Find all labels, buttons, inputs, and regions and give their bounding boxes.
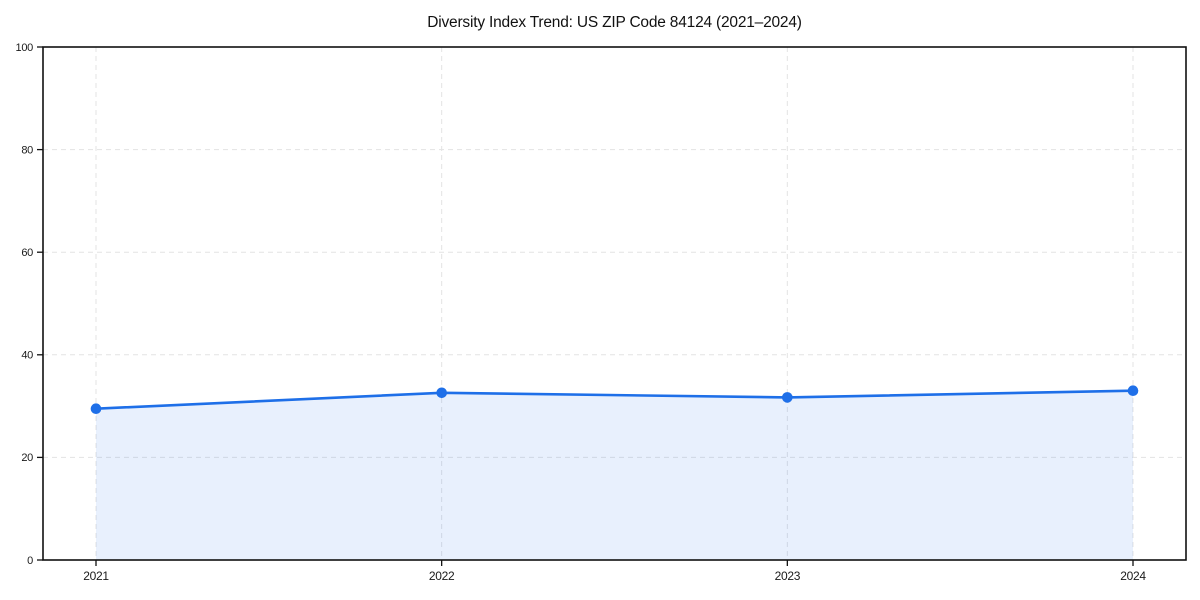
x-tick-label: 2023: [775, 569, 801, 583]
trend-line: [94, 389, 1135, 410]
y-tick-label: 20: [21, 452, 33, 464]
plot-border: [42, 46, 1187, 561]
y-tick-label: 100: [16, 42, 34, 54]
gridlines: [43, 47, 1186, 560]
axis-ticks: [37, 46, 1134, 566]
data-point-marker: [436, 387, 448, 399]
x-tick-label: 2022: [429, 569, 455, 583]
data-point-marker: [90, 403, 102, 415]
x-tick-label: 2021: [83, 569, 109, 583]
x-tick-label: 2024: [1120, 569, 1146, 583]
data-point-marker: [782, 392, 793, 403]
y-tick-label: 0: [27, 555, 33, 567]
chart-title: Diversity Index Trend: US ZIP Code 84124…: [427, 14, 802, 31]
data-point-marker: [1127, 385, 1139, 397]
x-axis-labels: 2021 2022 2023 2024: [83, 569, 1146, 583]
y-tick-label: 60: [21, 247, 33, 259]
area-fill: [96, 390, 1133, 560]
y-axis-labels: 0 20 40 60 80 100: [16, 42, 34, 567]
y-tick-label: 40: [21, 350, 33, 362]
y-tick-label: 80: [21, 144, 33, 156]
